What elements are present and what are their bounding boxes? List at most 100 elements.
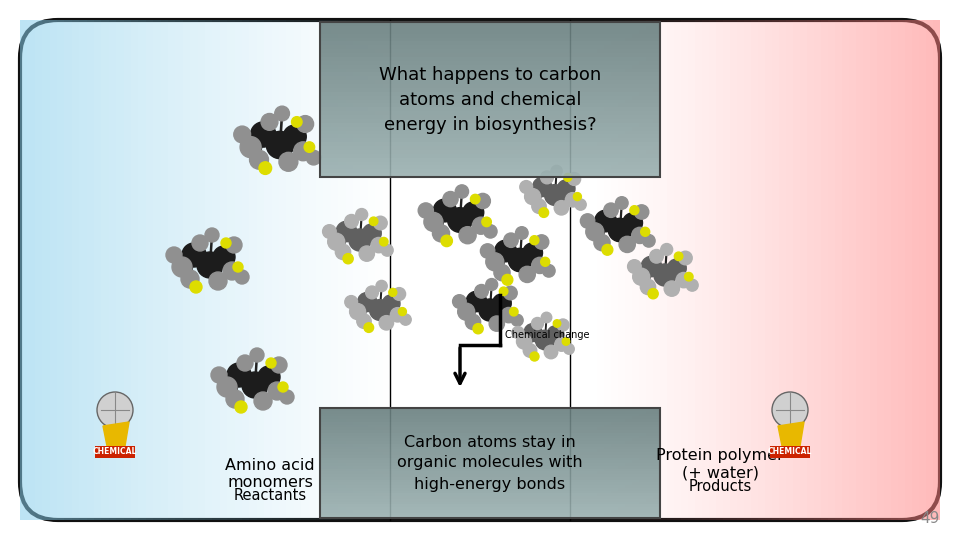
Circle shape — [327, 233, 345, 250]
Bar — [86, 20, 94, 520]
Bar — [94, 20, 102, 520]
Bar — [320, 49, 660, 53]
Circle shape — [279, 152, 298, 171]
Circle shape — [470, 194, 480, 204]
Circle shape — [530, 352, 539, 361]
Bar — [168, 20, 176, 520]
Bar — [368, 20, 375, 520]
Bar — [320, 469, 660, 471]
Bar — [294, 20, 301, 520]
Bar — [320, 496, 660, 499]
Circle shape — [441, 235, 452, 247]
Circle shape — [772, 392, 808, 428]
Bar — [646, 20, 653, 520]
Circle shape — [508, 248, 532, 272]
Bar — [320, 490, 660, 493]
Circle shape — [486, 253, 504, 271]
Circle shape — [684, 273, 693, 281]
Circle shape — [280, 390, 294, 404]
Circle shape — [628, 260, 641, 273]
Circle shape — [479, 299, 501, 321]
Circle shape — [541, 312, 552, 323]
Bar — [639, 20, 646, 520]
Circle shape — [504, 233, 518, 247]
Circle shape — [235, 401, 247, 413]
Circle shape — [343, 254, 353, 264]
Bar — [28, 20, 35, 520]
Bar — [320, 161, 660, 165]
Circle shape — [539, 208, 548, 218]
Circle shape — [240, 137, 261, 158]
Circle shape — [640, 227, 650, 237]
Circle shape — [535, 235, 549, 249]
Bar — [375, 20, 383, 520]
Bar — [835, 20, 842, 520]
Text: CHEMICAL: CHEMICAL — [768, 448, 812, 456]
Circle shape — [452, 295, 467, 308]
Bar — [800, 20, 807, 520]
Circle shape — [482, 217, 492, 227]
Circle shape — [530, 235, 539, 245]
Text: Reactants: Reactants — [233, 488, 306, 503]
Circle shape — [211, 367, 227, 383]
Circle shape — [544, 345, 558, 359]
Bar — [793, 20, 800, 520]
Bar — [320, 444, 660, 447]
Bar — [320, 485, 660, 488]
Circle shape — [633, 268, 650, 285]
Bar — [320, 488, 660, 490]
Bar — [320, 165, 660, 169]
Circle shape — [209, 272, 227, 290]
Bar — [320, 482, 660, 485]
Bar — [320, 115, 660, 119]
Circle shape — [424, 212, 443, 232]
Bar — [320, 138, 660, 142]
Circle shape — [297, 116, 314, 132]
Text: 49: 49 — [921, 511, 940, 526]
Circle shape — [226, 237, 242, 253]
Bar — [737, 20, 744, 520]
Bar — [320, 408, 660, 411]
Bar — [50, 20, 57, 520]
Circle shape — [447, 208, 472, 232]
Circle shape — [266, 358, 276, 368]
Circle shape — [679, 251, 692, 265]
Circle shape — [268, 382, 286, 400]
Bar — [933, 20, 940, 520]
Bar — [821, 20, 828, 520]
Bar — [64, 20, 72, 520]
Circle shape — [609, 218, 632, 242]
Bar — [331, 20, 338, 520]
Bar — [320, 42, 660, 45]
Bar — [320, 463, 660, 465]
Circle shape — [233, 262, 243, 272]
Circle shape — [557, 319, 569, 331]
Bar — [320, 103, 660, 107]
Bar — [320, 502, 660, 504]
Bar — [891, 20, 898, 520]
Bar — [320, 427, 660, 430]
Bar — [102, 20, 108, 520]
Circle shape — [283, 125, 306, 148]
Bar — [898, 20, 905, 520]
Circle shape — [542, 265, 555, 277]
Circle shape — [650, 249, 663, 263]
Circle shape — [502, 274, 513, 285]
Circle shape — [398, 308, 406, 315]
Bar — [814, 20, 821, 520]
Bar — [57, 20, 64, 520]
Bar — [912, 20, 919, 520]
Bar — [79, 20, 86, 520]
Circle shape — [602, 245, 612, 255]
Circle shape — [166, 247, 182, 263]
Bar — [320, 119, 660, 123]
Bar — [320, 419, 660, 422]
Circle shape — [522, 243, 542, 262]
Bar — [320, 169, 660, 173]
Bar — [279, 20, 286, 520]
Circle shape — [632, 227, 648, 244]
Circle shape — [501, 307, 516, 323]
Circle shape — [266, 131, 294, 159]
Bar — [863, 20, 870, 520]
Circle shape — [532, 318, 543, 329]
